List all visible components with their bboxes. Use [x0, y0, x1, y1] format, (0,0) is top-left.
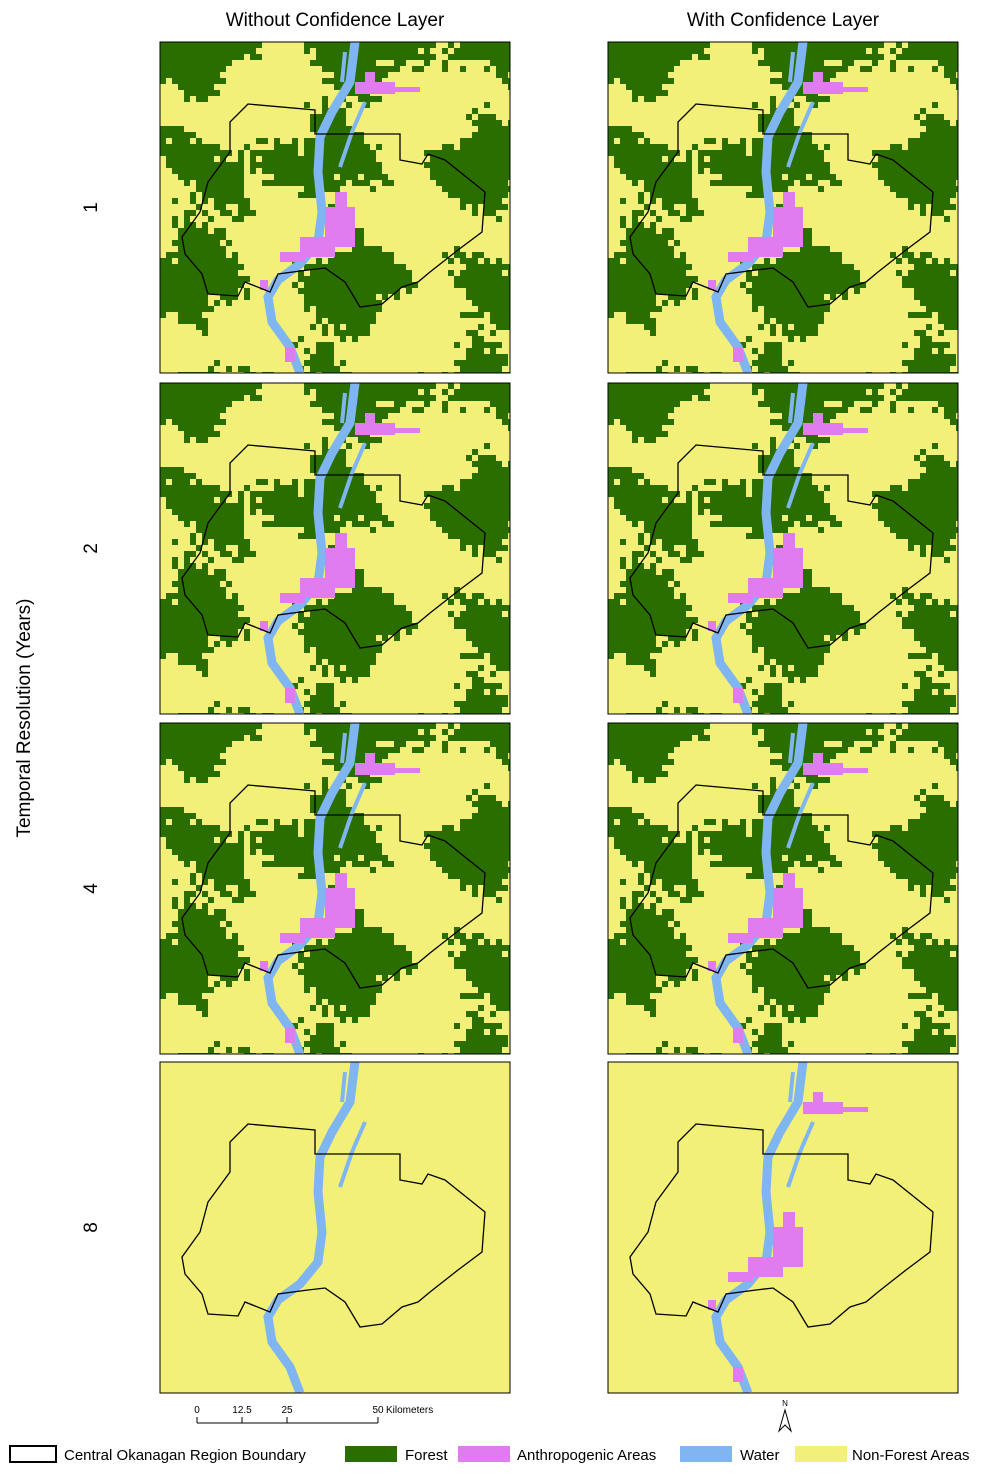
legend-label: Forest [405, 1447, 448, 1464]
legend-label: Anthropogenic Areas [517, 1447, 656, 1464]
page: 1 2 4 8 Without Confidence Layer With Confi… [0, 0, 988, 1475]
legend: Central Okanagan Region Boundary Forest … [10, 1446, 970, 1464]
scale-label: 50 [372, 1405, 384, 1416]
legend-label: Non-Forest Areas [852, 1447, 970, 1464]
map-panel [608, 1062, 958, 1393]
map-panel [608, 723, 962, 1059]
scale-label: 25 [281, 1405, 293, 1416]
map-panels: 1 2 4 8 [81, 42, 962, 1393]
row-label: 4 [81, 883, 102, 894]
y-axis-label: Temporal Resolution (Years) [14, 598, 35, 837]
row-label: 1 [81, 202, 102, 213]
column-title: Without Confidence Layer [226, 10, 445, 31]
legend-label: Central Okanagan Region Boundary [64, 1447, 306, 1464]
map-panel [608, 383, 962, 719]
scale-label: 12.5 [232, 1405, 252, 1416]
figure: 1 2 4 8 Without Confidence Layer With Confi… [0, 0, 988, 1470]
row-label: 8 [81, 1222, 102, 1233]
row-label: 2 [81, 543, 102, 554]
scale-bar: 0 12.5 25 50 Kilometers [194, 1405, 433, 1423]
north-arrow: N [779, 1399, 791, 1431]
map-panel [608, 42, 962, 378]
map-panel [160, 1062, 510, 1393]
map-panel [160, 723, 514, 1059]
north-label: N [782, 1399, 788, 1408]
map-panel [160, 42, 514, 378]
column-title: With Confidence Layer [687, 10, 880, 31]
map-panel [160, 383, 514, 719]
legend-label: Water [740, 1447, 779, 1464]
scale-unit: Kilometers [386, 1405, 433, 1416]
scale-label: 0 [194, 1405, 200, 1416]
